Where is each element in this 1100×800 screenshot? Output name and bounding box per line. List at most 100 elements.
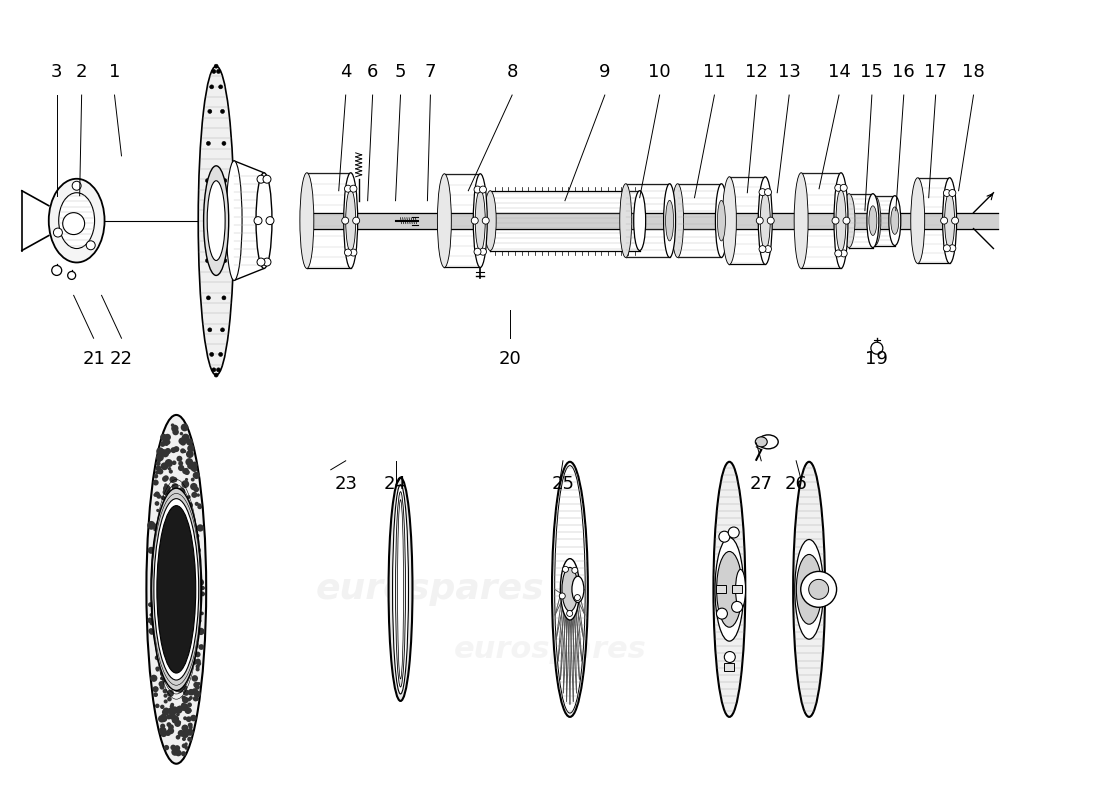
Circle shape	[54, 228, 63, 237]
Circle shape	[185, 663, 190, 670]
Circle shape	[156, 454, 164, 462]
Ellipse shape	[198, 66, 234, 375]
Circle shape	[172, 717, 178, 723]
Circle shape	[155, 466, 162, 471]
Text: 8: 8	[506, 63, 518, 81]
Text: 14: 14	[827, 63, 850, 81]
Circle shape	[732, 602, 742, 612]
Circle shape	[168, 713, 176, 720]
Circle shape	[944, 190, 950, 197]
Ellipse shape	[562, 567, 578, 611]
Circle shape	[164, 667, 172, 675]
Circle shape	[197, 590, 201, 594]
Circle shape	[180, 423, 188, 431]
Circle shape	[172, 748, 178, 756]
Circle shape	[187, 548, 189, 551]
Ellipse shape	[222, 142, 226, 146]
Circle shape	[165, 439, 170, 445]
Ellipse shape	[794, 173, 808, 269]
Circle shape	[197, 618, 201, 623]
Circle shape	[166, 714, 172, 719]
Circle shape	[170, 634, 177, 641]
Circle shape	[194, 486, 199, 492]
Circle shape	[944, 245, 950, 252]
Text: 15: 15	[860, 63, 883, 81]
Circle shape	[194, 538, 197, 542]
Circle shape	[188, 519, 195, 526]
Circle shape	[177, 539, 184, 546]
Circle shape	[182, 697, 189, 703]
Circle shape	[156, 492, 160, 495]
Circle shape	[175, 611, 183, 618]
Circle shape	[190, 641, 199, 649]
Text: 17: 17	[924, 63, 947, 81]
Circle shape	[182, 481, 188, 488]
Circle shape	[183, 613, 189, 620]
Circle shape	[178, 542, 182, 546]
Circle shape	[188, 722, 192, 727]
Circle shape	[871, 342, 883, 354]
Circle shape	[182, 703, 185, 706]
Ellipse shape	[560, 558, 580, 620]
Circle shape	[173, 477, 177, 482]
Circle shape	[182, 751, 186, 756]
Circle shape	[574, 594, 581, 601]
Circle shape	[164, 504, 170, 510]
Circle shape	[166, 722, 172, 727]
Circle shape	[189, 444, 194, 448]
Circle shape	[350, 186, 356, 192]
Circle shape	[170, 706, 178, 714]
Circle shape	[158, 534, 166, 542]
Text: 2: 2	[76, 63, 87, 81]
Bar	[716, 586, 726, 594]
Circle shape	[147, 618, 153, 623]
Circle shape	[172, 536, 177, 542]
Circle shape	[835, 184, 842, 191]
Circle shape	[163, 707, 169, 714]
Circle shape	[167, 624, 174, 630]
Ellipse shape	[207, 142, 210, 146]
Circle shape	[169, 569, 175, 574]
Circle shape	[728, 527, 739, 538]
Circle shape	[168, 639, 174, 644]
Circle shape	[187, 502, 190, 506]
Circle shape	[196, 667, 200, 671]
Circle shape	[161, 521, 168, 529]
Circle shape	[148, 628, 154, 634]
Circle shape	[169, 710, 176, 717]
Text: 24: 24	[384, 474, 407, 493]
Circle shape	[168, 578, 172, 581]
Circle shape	[162, 709, 169, 716]
Circle shape	[173, 618, 177, 622]
Ellipse shape	[204, 166, 229, 275]
Circle shape	[180, 557, 186, 562]
Circle shape	[153, 493, 157, 497]
Circle shape	[185, 707, 191, 714]
Circle shape	[160, 677, 164, 680]
Circle shape	[182, 696, 186, 700]
Circle shape	[163, 622, 166, 626]
Circle shape	[153, 575, 157, 579]
Circle shape	[155, 461, 161, 466]
Circle shape	[178, 438, 186, 445]
Text: 5: 5	[395, 63, 406, 81]
Circle shape	[197, 628, 205, 635]
Ellipse shape	[867, 194, 879, 247]
Circle shape	[190, 467, 194, 470]
Circle shape	[163, 678, 165, 681]
Ellipse shape	[393, 485, 408, 694]
Circle shape	[176, 614, 180, 620]
Circle shape	[174, 686, 180, 692]
Circle shape	[170, 423, 175, 427]
Circle shape	[168, 684, 173, 688]
Circle shape	[170, 549, 177, 554]
Circle shape	[156, 668, 160, 672]
Circle shape	[342, 217, 349, 224]
Circle shape	[164, 745, 169, 750]
Circle shape	[263, 175, 271, 183]
Ellipse shape	[397, 500, 404, 679]
Ellipse shape	[206, 218, 209, 222]
Circle shape	[155, 704, 160, 708]
Circle shape	[182, 520, 187, 525]
Circle shape	[191, 688, 198, 695]
